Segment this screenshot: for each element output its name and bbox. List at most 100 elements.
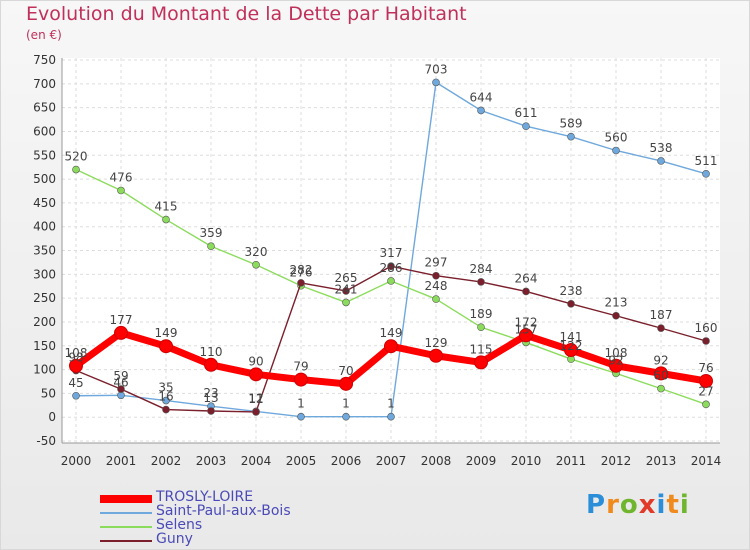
x-tick-label: 2012 xyxy=(601,454,632,468)
data-point xyxy=(297,412,305,421)
data-label: 265 xyxy=(335,271,358,285)
legend-swatch xyxy=(100,495,152,503)
data-point xyxy=(252,408,260,416)
data-point xyxy=(702,337,710,345)
x-tick-label: 2010 xyxy=(511,454,542,468)
data-point xyxy=(297,279,305,287)
x-tick-label: 2009 xyxy=(466,454,497,468)
legend-swatch xyxy=(100,526,152,528)
y-tick-label: 200 xyxy=(33,315,56,329)
data-point xyxy=(252,260,260,269)
data-label: 157 xyxy=(515,322,538,336)
data-point xyxy=(477,106,485,115)
data-label: 264 xyxy=(515,271,538,285)
data-point xyxy=(117,385,125,393)
proxiti-logo: Proxiti xyxy=(586,490,690,520)
data-label: 187 xyxy=(650,308,673,322)
x-tick-label: 2001 xyxy=(106,454,137,468)
legend-swatch xyxy=(100,540,152,542)
legend-label: Saint-Paul-aux-Bois xyxy=(156,503,291,519)
data-point xyxy=(522,287,530,296)
x-tick-label: 2003 xyxy=(196,454,227,468)
y-tick-label: 650 xyxy=(33,101,56,115)
data-label: 110 xyxy=(200,345,223,359)
data-point xyxy=(657,324,665,332)
data-point xyxy=(702,170,710,178)
data-point xyxy=(117,186,125,195)
data-point xyxy=(387,412,395,421)
data-label: 238 xyxy=(560,284,583,298)
chart-unit: (en €) xyxy=(26,28,62,42)
y-tick-label: 550 xyxy=(33,148,56,162)
y-tick-label: 150 xyxy=(33,339,56,353)
data-point xyxy=(522,122,530,130)
data-label: 297 xyxy=(425,256,448,270)
data-label: 172 xyxy=(515,315,538,329)
data-label: 703 xyxy=(425,62,448,76)
data-point xyxy=(567,300,575,308)
data-point xyxy=(207,407,215,415)
y-tick-label: 300 xyxy=(33,267,56,281)
data-label: 45 xyxy=(68,376,83,390)
y-tick-label: 450 xyxy=(33,196,56,210)
data-point xyxy=(432,271,440,280)
logo-letter: o xyxy=(619,490,639,520)
data-label: 59 xyxy=(113,369,128,383)
y-tick-label: 500 xyxy=(33,172,56,186)
y-tick-label: 350 xyxy=(33,244,56,258)
data-label: 149 xyxy=(380,326,403,340)
data-label: 141 xyxy=(560,330,583,344)
data-label: 23 xyxy=(203,386,218,400)
data-point xyxy=(294,372,308,387)
data-label: 213 xyxy=(605,296,628,310)
data-point xyxy=(249,367,263,382)
data-label: 108 xyxy=(605,346,628,360)
data-label: 320 xyxy=(245,245,268,259)
data-point xyxy=(72,165,80,174)
data-label: 79 xyxy=(293,360,308,374)
data-point xyxy=(567,132,575,141)
data-point xyxy=(432,78,440,87)
x-tick-label: 2008 xyxy=(421,454,452,468)
data-label: 160 xyxy=(695,321,718,335)
data-label: 129 xyxy=(425,336,448,350)
data-point xyxy=(612,146,620,155)
data-label: 27 xyxy=(698,384,713,398)
data-label: 189 xyxy=(470,307,493,321)
data-label: 92 xyxy=(653,353,668,367)
data-point xyxy=(342,412,350,421)
legend-label: Guny xyxy=(156,531,193,547)
y-tick-label: 100 xyxy=(33,363,56,377)
legend-label: TROSLY-LOIRE xyxy=(156,489,254,505)
data-point xyxy=(654,366,668,381)
y-tick-label: 750 xyxy=(33,53,56,67)
x-tick-label: 2004 xyxy=(241,454,272,468)
data-label: 108 xyxy=(65,346,88,360)
data-label: 1 xyxy=(297,397,305,411)
legend-swatch xyxy=(100,512,152,514)
data-point xyxy=(162,396,170,405)
data-label: 13 xyxy=(203,391,218,405)
data-label: 284 xyxy=(470,262,493,276)
data-point xyxy=(342,287,350,295)
data-point xyxy=(339,376,353,391)
logo-letter: x xyxy=(638,490,657,520)
x-tick-label: 2005 xyxy=(286,454,317,468)
data-label: 35 xyxy=(158,381,173,395)
data-label: 611 xyxy=(515,106,538,120)
data-label: 70 xyxy=(338,364,353,378)
data-label: 16 xyxy=(158,390,173,404)
data-point xyxy=(702,400,710,409)
logo-letter: r xyxy=(606,490,620,520)
y-tick-label: 0 xyxy=(48,410,56,424)
data-label: 76 xyxy=(698,361,713,375)
chart-title: Evolution du Montant de la Dette par Hab… xyxy=(26,3,467,25)
data-point xyxy=(612,311,620,320)
data-point xyxy=(159,339,173,354)
y-tick-label: 50 xyxy=(41,386,56,400)
x-tick-label: 2000 xyxy=(61,454,92,468)
data-point xyxy=(519,328,533,343)
data-label: 286 xyxy=(380,261,403,275)
data-label: 282 xyxy=(290,263,313,277)
